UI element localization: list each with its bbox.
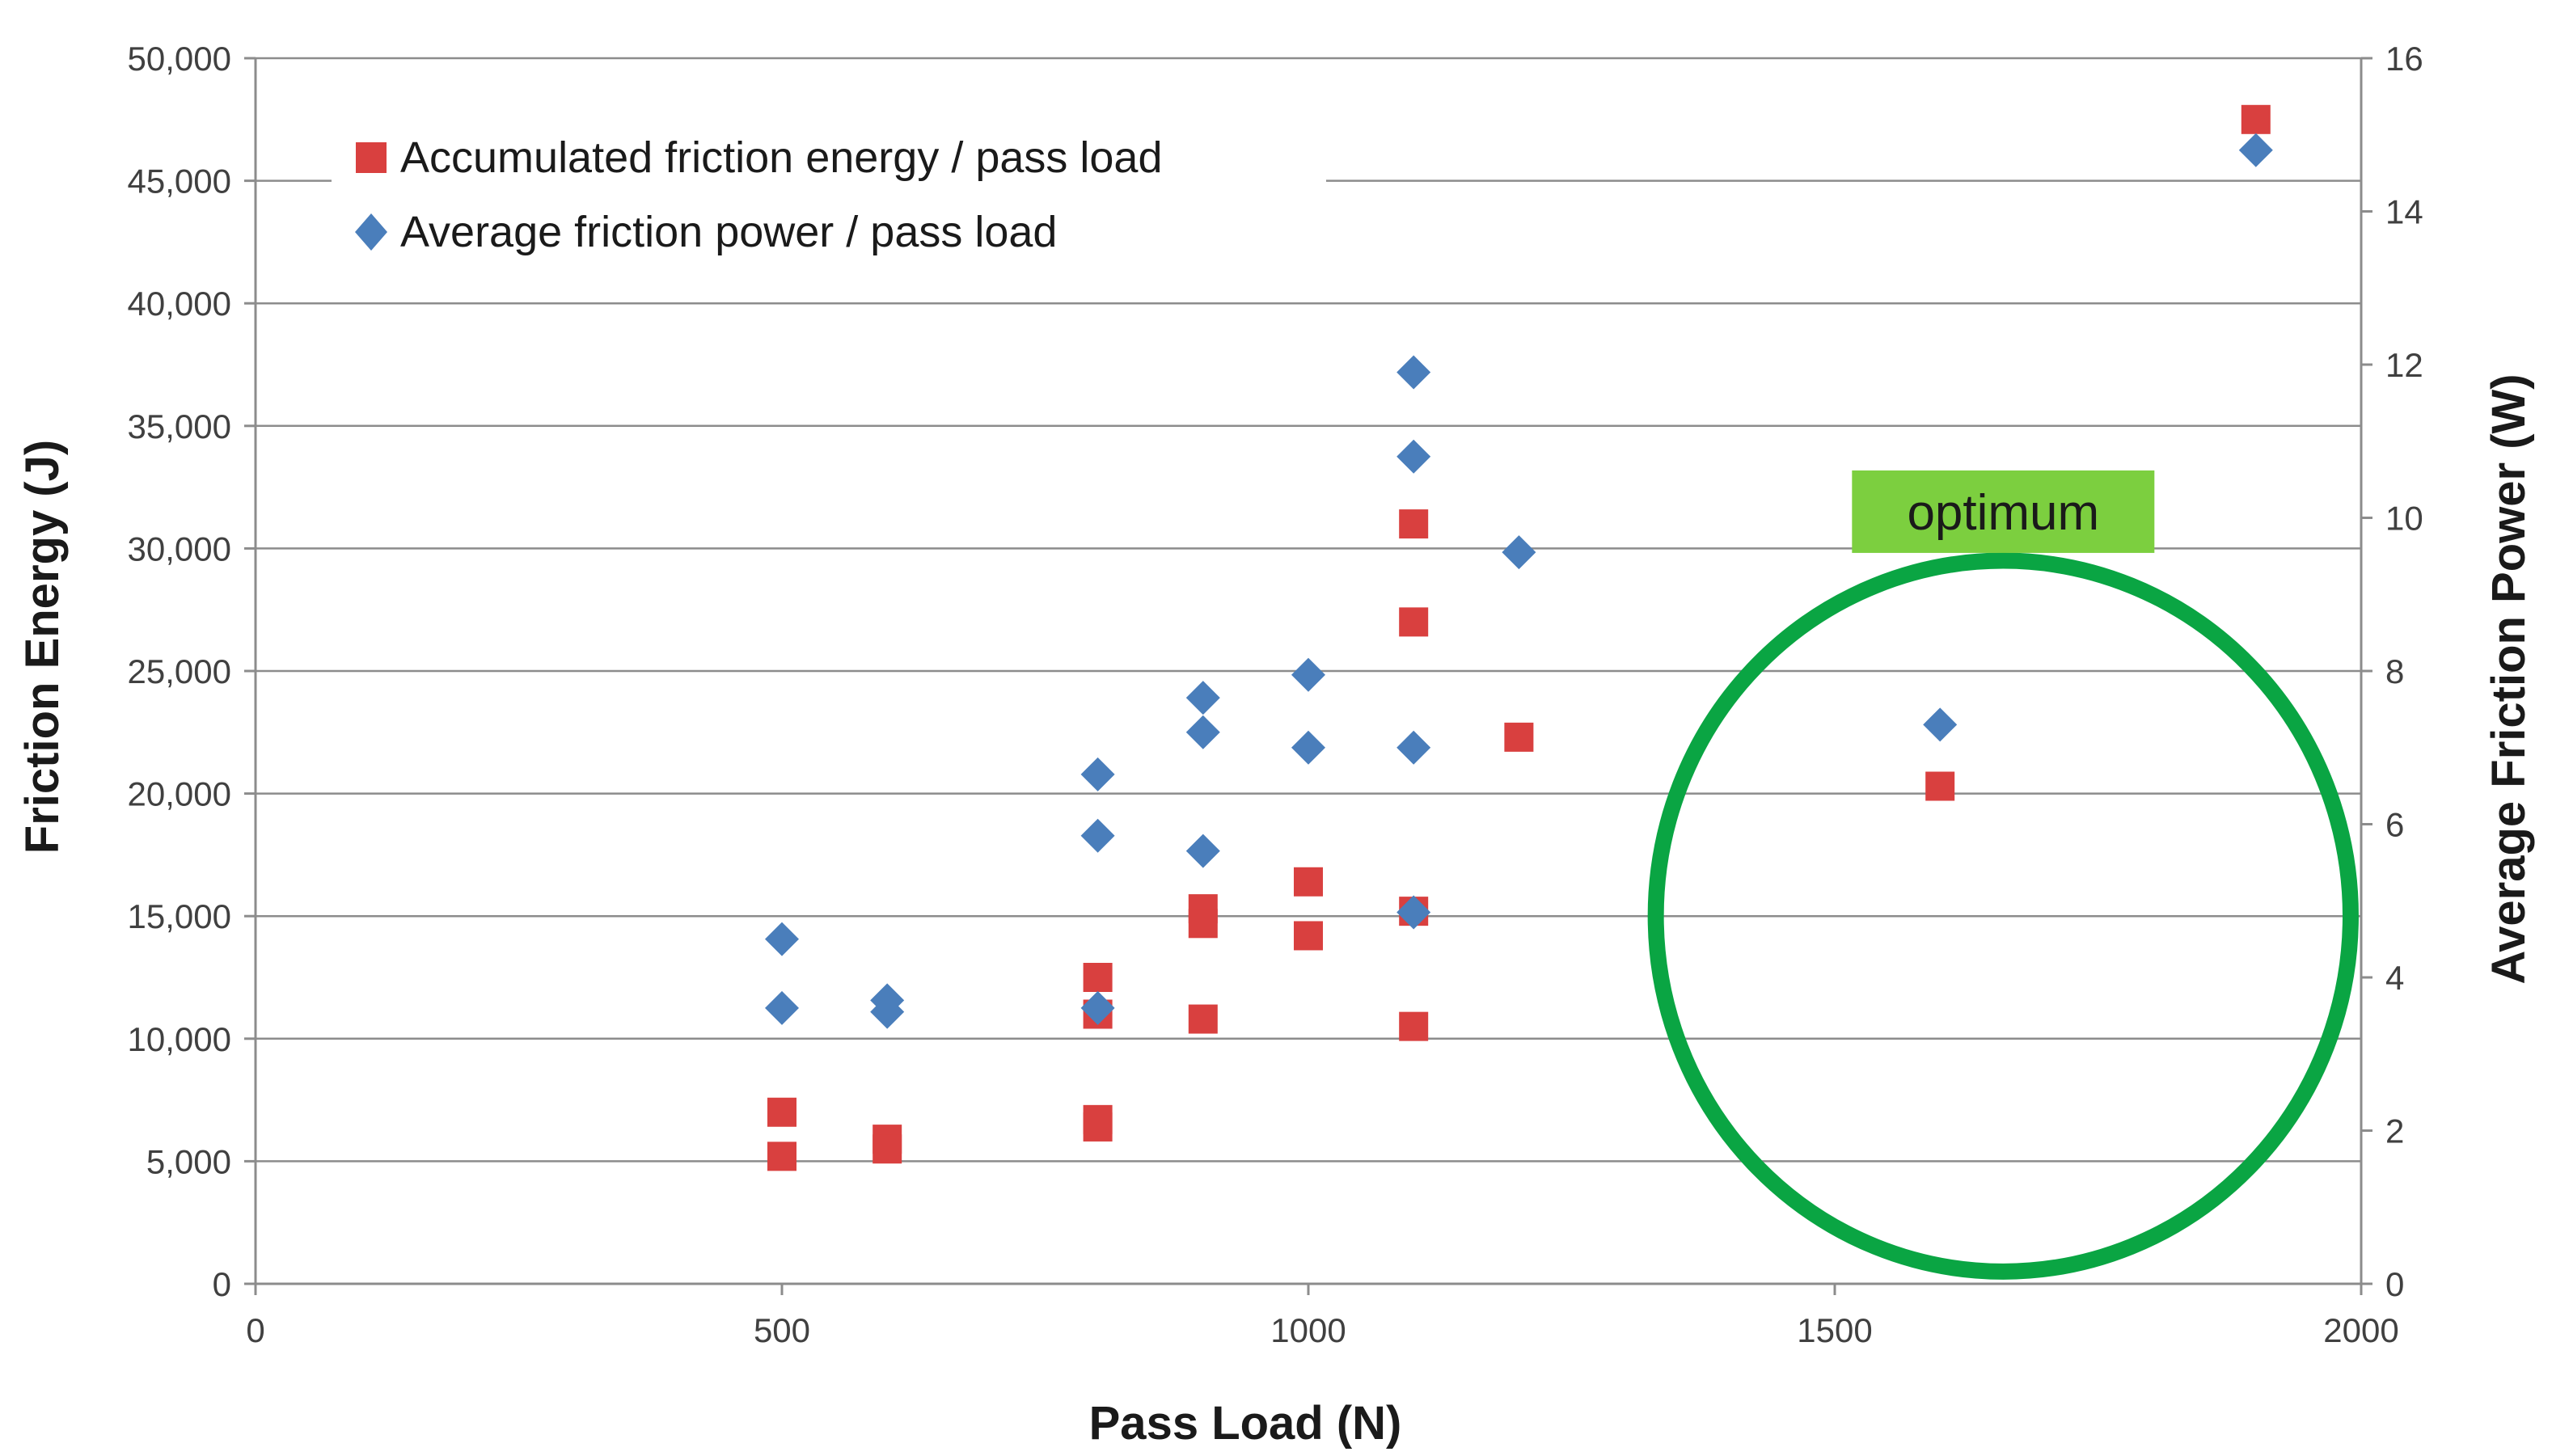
- power-point: [1396, 895, 1431, 930]
- power-point: [1396, 355, 1431, 390]
- y2-tick-label: 12: [2385, 346, 2423, 384]
- power-point: [2238, 133, 2273, 167]
- y-tick-label: 35,000: [128, 407, 231, 445]
- energy-point: [1188, 1004, 1218, 1034]
- power-point: [1185, 834, 1220, 868]
- y-tick-label: 0: [213, 1265, 231, 1303]
- power-point: [870, 994, 905, 1029]
- energy-point: [1504, 722, 1534, 752]
- energy-point: [767, 1142, 796, 1171]
- y-tick-label: 50,000: [128, 40, 231, 78]
- power-point: [1080, 818, 1115, 853]
- y-tick-label: 45,000: [128, 162, 231, 200]
- x-tick-label: 2000: [2323, 1311, 2398, 1349]
- power-point: [1185, 681, 1220, 715]
- power-point: [765, 922, 799, 956]
- energy-point: [767, 1097, 796, 1127]
- power-point: [1502, 535, 1536, 570]
- tick-labels: 0 5,000 10,000 15,000 20,000 25,000 30,000 35,0…: [128, 40, 2423, 1349]
- energy-point: [872, 1134, 902, 1164]
- y-tick-label: 40,000: [128, 285, 231, 323]
- power-point: [1396, 730, 1431, 765]
- x-tick-label: 500: [754, 1311, 810, 1349]
- y-axis-title: Friction Energy (J): [16, 440, 69, 854]
- energy-point: [1399, 509, 1429, 539]
- y-tick-label: 10,000: [128, 1020, 231, 1058]
- y2-tick-label: 8: [2385, 652, 2404, 690]
- y2-tick-label: 6: [2385, 806, 2404, 844]
- axes: [244, 57, 2372, 1295]
- energy-point: [1188, 909, 1218, 939]
- legend-label-power: Average friction power / pass load: [400, 208, 1057, 256]
- y2-axis-title: Average Friction Power (W): [2482, 373, 2535, 984]
- y-tick-label: 20,000: [128, 775, 231, 813]
- optimum-label-box: [1852, 470, 2155, 553]
- energy-point: [2241, 104, 2271, 134]
- power-point: [1080, 990, 1115, 1025]
- energy-point: [1083, 1112, 1113, 1142]
- power-point: [1396, 439, 1431, 474]
- energy-point: [1399, 607, 1429, 637]
- energy-point: [1083, 963, 1113, 992]
- legend-marker-power: [355, 213, 387, 251]
- energy-point: [1294, 921, 1323, 951]
- x-axis-title: Pass Load (N): [1089, 1397, 1402, 1450]
- optimum-label: optimum: [1907, 485, 2099, 541]
- data-points: [765, 104, 2273, 1171]
- power-point: [1080, 757, 1115, 791]
- legend: Accumulated friction energy / pass load …: [332, 121, 1326, 275]
- y2-tick-label: 0: [2385, 1265, 2404, 1303]
- y2-tick-label: 14: [2385, 193, 2423, 231]
- power-point: [1291, 730, 1325, 765]
- x-tick-label: 0: [246, 1311, 264, 1349]
- legend-marker-energy: [356, 142, 387, 173]
- y2-tick-label: 4: [2385, 959, 2404, 997]
- annotation-labels: optimum: [1852, 470, 2155, 553]
- y-tick-label: 5,000: [146, 1142, 231, 1180]
- y2-tick-label: 2: [2385, 1112, 2404, 1150]
- annotation-shapes: [1647, 552, 2359, 1280]
- y-tick-label: 25,000: [128, 652, 231, 690]
- energy-point: [1399, 1011, 1429, 1041]
- legend-background: [332, 121, 1326, 275]
- x-tick-label: 1500: [1797, 1311, 1872, 1349]
- optimum-circle: [1647, 552, 2359, 1280]
- x-tick-label: 1000: [1270, 1311, 1346, 1349]
- y2-tick-label: 10: [2385, 500, 2423, 538]
- power-point: [765, 990, 799, 1025]
- y2-tick-label: 16: [2385, 40, 2423, 78]
- y-tick-label: 30,000: [128, 530, 231, 568]
- energy-point: [1925, 771, 1955, 801]
- legend-label-energy: Accumulated friction energy / pass load: [400, 133, 1163, 182]
- energy-point: [1294, 867, 1323, 897]
- y-tick-label: 15,000: [128, 897, 231, 935]
- power-point: [1291, 657, 1325, 692]
- power-point: [1923, 707, 1958, 742]
- power-point: [1185, 715, 1220, 749]
